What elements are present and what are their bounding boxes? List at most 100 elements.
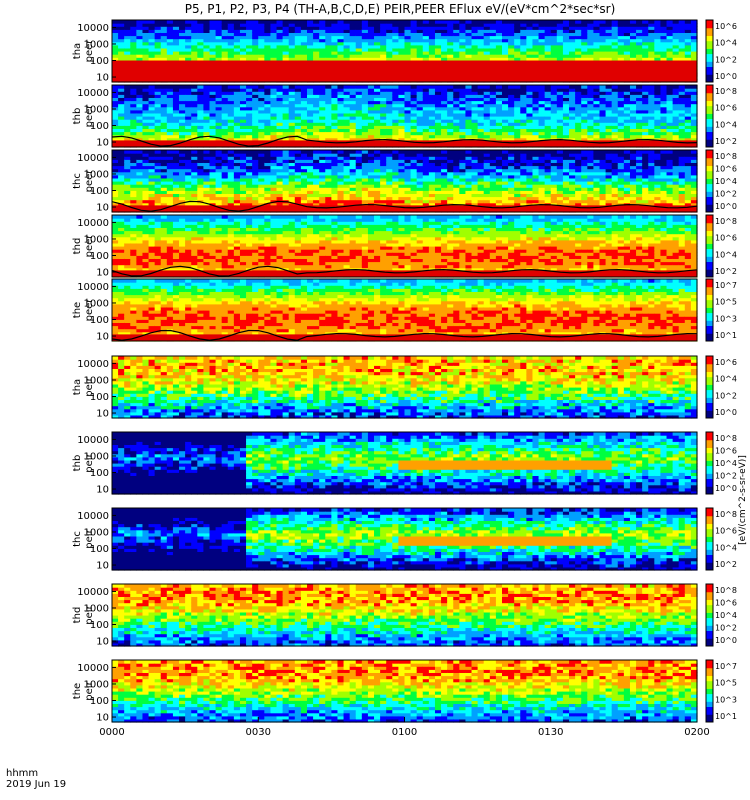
heatmap-cell: [447, 137, 454, 142]
heatmap-cell: [179, 103, 186, 108]
heatmap-cell: [562, 119, 570, 123]
heatmap-cell: [593, 97, 601, 102]
heatmap-cell: [581, 57, 588, 61]
heatmap-cell: [185, 91, 192, 95]
heatmap-cell: [197, 23, 204, 27]
heatmap-cell: [550, 85, 558, 89]
heatmap-cell: [569, 109, 576, 114]
heatmap-cell: [361, 97, 369, 102]
heatmap-cell: [148, 150, 156, 154]
heatmap-cell: [617, 38, 625, 43]
heatmap-cell: [690, 97, 698, 102]
heatmap-cell: [300, 51, 308, 55]
heatmap-cell: [489, 137, 497, 142]
heatmap-cell: [569, 47, 576, 52]
heatmap-cell: [142, 41, 150, 46]
heatmap-cell: [227, 35, 235, 40]
heatmap-cell: [562, 35, 570, 40]
heatmap-cell: [215, 54, 223, 58]
heatmap-cell: [392, 150, 399, 154]
heatmap-cell: [562, 88, 570, 92]
heatmap-cell: [294, 44, 302, 49]
heatmap-cell: [343, 41, 351, 46]
heatmap-cell: [154, 23, 162, 27]
heatmap-cell: [410, 109, 418, 114]
heatmap-cell: [185, 51, 192, 55]
heatmap-cell: [258, 119, 265, 123]
heatmap-cell: [331, 122, 339, 126]
heatmap-cell: [611, 54, 619, 58]
heatmap-cell: [203, 32, 211, 37]
heatmap-cell: [648, 122, 655, 126]
heatmap-cell: [556, 97, 564, 102]
heatmap-cell: [374, 32, 381, 37]
heatmap-cell: [325, 106, 332, 111]
heatmap-cell: [361, 91, 369, 95]
heatmap-cell: [233, 91, 241, 95]
heatmap-cell: [294, 150, 302, 154]
heatmap-cell: [483, 125, 491, 129]
heatmap-cell: [233, 20, 241, 24]
heatmap-cell: [191, 137, 198, 142]
heatmap-cell: [197, 125, 204, 129]
y-tick-label: 10: [96, 73, 109, 84]
heatmap-cell: [246, 131, 253, 136]
heatmap-cell: [636, 88, 643, 92]
heatmap-cell: [611, 57, 619, 61]
heatmap-cell: [416, 125, 424, 129]
heatmap-cell: [361, 85, 369, 89]
heatmap-cell: [239, 131, 247, 136]
heatmap-cell: [172, 51, 180, 55]
heatmap-cell: [666, 134, 674, 139]
heatmap-cell: [313, 32, 320, 37]
heatmap-cell: [386, 51, 393, 55]
heatmap-cell: [434, 47, 442, 52]
heatmap-cell: [453, 131, 460, 136]
heatmap-cell: [264, 85, 272, 89]
heatmap-cell: [617, 137, 625, 142]
heatmap-cell: [221, 134, 229, 139]
heatmap-cell: [666, 122, 674, 126]
heatmap-cell: [325, 23, 332, 27]
heatmap-cell: [276, 122, 284, 126]
heatmap-cell: [313, 103, 320, 108]
heatmap-cell: [209, 150, 217, 154]
heatmap-cell: [629, 26, 637, 30]
heatmap-cell: [581, 54, 588, 58]
heatmap-cell: [447, 47, 454, 52]
heatmap-cell: [221, 85, 229, 89]
heatmap-cell: [532, 112, 540, 117]
heatmap-cell: [611, 38, 619, 43]
heatmap-cell: [587, 100, 594, 105]
colorbar-tick-label: 10^2: [715, 55, 737, 64]
heatmap-cell: [118, 44, 125, 49]
heatmap-cell: [690, 134, 698, 139]
heatmap-cell: [118, 128, 125, 133]
heatmap-cell: [142, 100, 150, 105]
heatmap-cell: [538, 44, 546, 49]
heatmap-cell: [465, 125, 473, 129]
heatmap-cell: [398, 116, 406, 120]
heatmap-cell: [684, 20, 692, 24]
heatmap-cell: [678, 54, 686, 58]
heatmap-cell: [325, 94, 332, 98]
heatmap-cell: [331, 131, 339, 136]
heatmap-cell: [337, 137, 345, 142]
heatmap-cell: [538, 38, 546, 43]
heatmap-cell: [252, 47, 259, 52]
heatmap-cell: [605, 54, 613, 58]
heatmap-cell: [264, 109, 272, 114]
heatmap-cell: [282, 128, 290, 133]
heatmap-cell: [611, 94, 619, 98]
heatmap-cell: [587, 122, 594, 126]
heatmap-cell: [581, 103, 588, 108]
heatmap-cell: [605, 85, 613, 89]
heatmap-cell: [508, 97, 515, 102]
heatmap-cell: [654, 112, 662, 117]
heatmap-cell: [599, 109, 607, 114]
heatmap-cell: [422, 85, 430, 89]
heatmap-cell: [130, 85, 137, 89]
heatmap-cell: [160, 44, 168, 49]
heatmap-cell: [380, 54, 387, 58]
heatmap-cell: [386, 35, 393, 40]
